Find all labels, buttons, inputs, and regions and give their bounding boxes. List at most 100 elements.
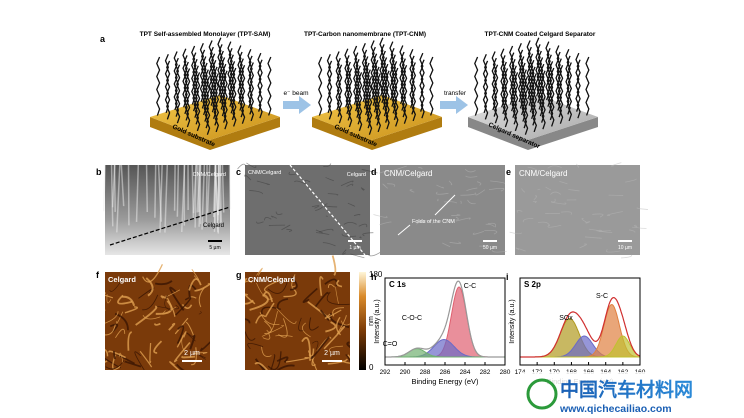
substrate-side — [528, 117, 598, 150]
molecule — [212, 60, 217, 120]
molecule — [348, 68, 353, 128]
molecule — [380, 44, 385, 104]
fiber — [261, 306, 281, 315]
fiber — [256, 267, 263, 276]
texture — [484, 229, 498, 235]
texture — [154, 164, 157, 218]
fiber — [264, 320, 272, 335]
molecule — [346, 61, 352, 121]
x-tick-label: 282 — [480, 369, 491, 376]
molecule — [567, 62, 573, 122]
molecule — [482, 54, 488, 114]
molecule — [484, 60, 489, 120]
texture — [110, 164, 114, 227]
molecule — [249, 62, 255, 122]
molecule — [191, 45, 196, 105]
fiber — [153, 340, 163, 354]
texture — [488, 187, 505, 192]
texture — [228, 164, 232, 210]
texture — [551, 201, 567, 205]
fiber — [319, 276, 324, 296]
fiber — [122, 295, 136, 307]
texture — [362, 232, 374, 237]
texture — [491, 249, 507, 253]
texture — [636, 207, 649, 210]
molecule — [219, 50, 225, 110]
texture — [159, 164, 163, 233]
fiber — [255, 314, 266, 324]
fiber — [267, 282, 288, 294]
x-tick-label: 280 — [500, 369, 511, 376]
molecule — [566, 55, 571, 115]
texture — [610, 162, 622, 167]
arrow — [283, 96, 311, 114]
molecule — [419, 52, 424, 112]
molecule — [370, 40, 375, 100]
texture — [475, 189, 486, 196]
texture — [416, 220, 431, 225]
molecule — [247, 49, 252, 109]
watermark: 中国汽车材料网 — [560, 378, 693, 401]
texture — [550, 198, 556, 203]
fiber — [105, 362, 123, 370]
afm-image — [105, 272, 210, 370]
molecule — [374, 60, 379, 120]
plot-frame — [519, 277, 641, 366]
image-label: CNM/Celgard — [248, 170, 281, 176]
texture — [559, 181, 568, 185]
molecule — [529, 53, 534, 113]
molecule — [237, 45, 242, 105]
colorbar — [359, 272, 366, 370]
molecule — [209, 46, 215, 106]
texture — [581, 218, 587, 223]
fiber — [142, 314, 161, 320]
texture — [201, 164, 206, 230]
texture — [246, 162, 257, 168]
texture — [448, 180, 453, 186]
fiber — [176, 331, 187, 348]
molecule — [218, 44, 223, 104]
image-label: Celgard — [347, 172, 366, 178]
molecule — [241, 64, 246, 124]
molecule — [164, 54, 170, 114]
molecule — [550, 67, 555, 127]
molecule — [400, 51, 405, 111]
texture — [275, 211, 283, 215]
scale-bar — [208, 240, 222, 242]
molecule — [389, 41, 394, 101]
molecule — [184, 61, 190, 121]
texture — [409, 189, 415, 193]
fiber — [324, 309, 342, 319]
molecule — [403, 64, 408, 124]
texture — [418, 220, 426, 223]
molecule — [353, 45, 358, 105]
molecule — [222, 63, 227, 123]
fiber — [173, 341, 191, 363]
fiber — [308, 317, 319, 331]
y-axis-label: Intensity (a.u.) — [509, 299, 516, 343]
fiber — [307, 350, 319, 373]
molecule — [328, 60, 333, 120]
panel-label: g — [236, 270, 242, 280]
molecule — [394, 67, 399, 127]
molecule — [227, 41, 232, 101]
molecule — [524, 75, 529, 135]
fiber — [127, 331, 133, 351]
scale-bar — [182, 360, 202, 362]
texture — [509, 231, 523, 235]
molecule — [318, 56, 323, 116]
panel-title: S 2p — [524, 280, 541, 289]
x-tick-label: 290 — [400, 369, 411, 376]
fiber — [153, 322, 161, 326]
molecule — [512, 65, 518, 125]
texture — [625, 178, 637, 183]
texture — [373, 214, 388, 218]
molecule — [344, 48, 349, 108]
molecule — [335, 51, 340, 111]
molecule — [364, 56, 369, 116]
fiber — [181, 303, 193, 309]
molecule — [520, 56, 525, 116]
molecule — [194, 65, 200, 125]
fiber — [291, 274, 296, 288]
texture — [270, 215, 277, 219]
